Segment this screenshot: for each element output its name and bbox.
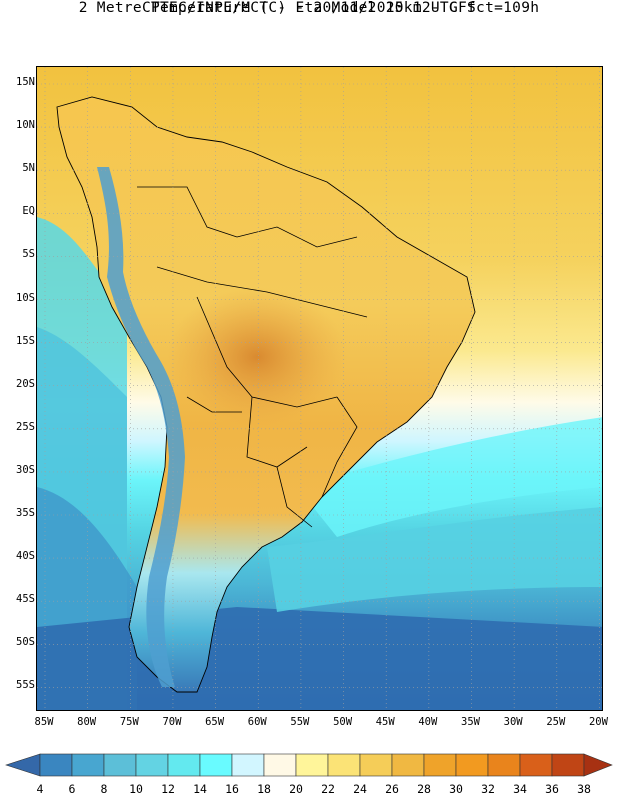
colorbar-cell <box>391 753 425 777</box>
lat-label: 5N <box>22 162 35 175</box>
colorbar-tick-label: 12 <box>161 782 175 796</box>
lon-label: 65W <box>205 716 225 728</box>
colorbar-tick-label: 10 <box>129 782 143 796</box>
lon-label: 40W <box>418 716 438 728</box>
colorbar-tick-label: 24 <box>353 782 367 796</box>
lat-label: 35S <box>16 507 35 519</box>
colorbar-cell <box>519 753 553 777</box>
lat-label: EQ <box>22 205 35 218</box>
colorbar-tick-label: 32 <box>481 782 495 796</box>
colorbar-cell <box>263 753 297 777</box>
colorbar-tick-label: 38 <box>577 782 591 796</box>
lat-label: 25S <box>16 420 35 433</box>
colorbar-cell <box>295 753 329 777</box>
lon-label: 70W <box>162 716 182 728</box>
lat-label: 55S <box>16 679 35 692</box>
colorbar-cell <box>487 753 521 777</box>
lat-label: 10S <box>16 291 35 304</box>
colorbar-cell <box>199 753 233 777</box>
colorbar-cell <box>135 753 169 777</box>
colorbar-tick-label: 16 <box>225 782 239 796</box>
colorbar-tick-label: 8 <box>100 782 108 796</box>
lat-label: 10N <box>16 119 35 132</box>
hotspot-field <box>167 287 347 427</box>
colorbar-tick-label: 6 <box>68 782 76 796</box>
lon-label: 75W <box>119 716 139 728</box>
colorbar-tick-label: 22 <box>321 782 335 796</box>
lat-label: 15N <box>16 76 35 88</box>
colorbar-cell <box>71 753 105 777</box>
lon-label: 45W <box>375 716 395 728</box>
colorbar-cell <box>39 753 73 777</box>
colorbar-tick-label: 34 <box>513 782 527 796</box>
colorbar-cell <box>167 753 201 777</box>
colorbar-tick-label: 30 <box>449 782 463 796</box>
lat-label: 15S <box>16 334 35 347</box>
lon-label: 35W <box>461 716 480 728</box>
lon-label: 20W <box>588 716 608 728</box>
map-canvas <box>37 67 602 710</box>
lat-label: 5S <box>22 248 35 261</box>
colorbar-arrow-high <box>583 753 613 777</box>
lat-label: 50S <box>16 636 35 649</box>
chart-title: CPTEC/INPE/MCT - Eta Model 15km - GFS <box>141 0 477 16</box>
lon-label: 25W <box>546 716 566 728</box>
lat-label: 40S <box>16 550 35 563</box>
lat-label: 20S <box>16 377 35 390</box>
colorbar-tick-label: 26 <box>385 782 399 796</box>
colorbar-tick-label: 4 <box>36 782 44 796</box>
borders <box>137 186 368 528</box>
colorbar-tick-label: 14 <box>193 782 207 796</box>
temperature-map <box>36 66 603 711</box>
colorbar-cell <box>551 753 585 777</box>
lon-label: 55W <box>290 716 310 728</box>
temperature-colorbar <box>5 753 613 777</box>
lon-label: 30W <box>503 716 523 728</box>
colorbar-cell <box>231 753 265 777</box>
chart-subtitle: 2 Metre Temperature (C) - 20/11/2020 12U… <box>78 0 540 16</box>
colorbar-tick-label: 18 <box>257 782 271 796</box>
lon-label: 85W <box>34 716 54 728</box>
lon-label: 60W <box>247 716 267 728</box>
colorbar-cell <box>327 753 361 777</box>
lat-lon-grid <box>37 67 602 710</box>
colorbar-tick-label: 36 <box>545 782 559 796</box>
lon-label: 50W <box>333 716 353 728</box>
colorbar-cell <box>359 753 393 777</box>
lon-label: 80W <box>77 716 97 728</box>
colorbar-arrow-low <box>5 753 41 777</box>
lat-label: 30S <box>16 463 35 476</box>
colorbar-cell <box>455 753 489 777</box>
colorbar-tick-label: 20 <box>289 782 303 796</box>
colorbar-tick-label: 28 <box>417 782 431 796</box>
colorbar-cell <box>423 753 457 777</box>
andes-ridge <box>97 167 185 687</box>
lat-label: 45S <box>16 593 35 606</box>
colorbar-cell <box>103 753 137 777</box>
